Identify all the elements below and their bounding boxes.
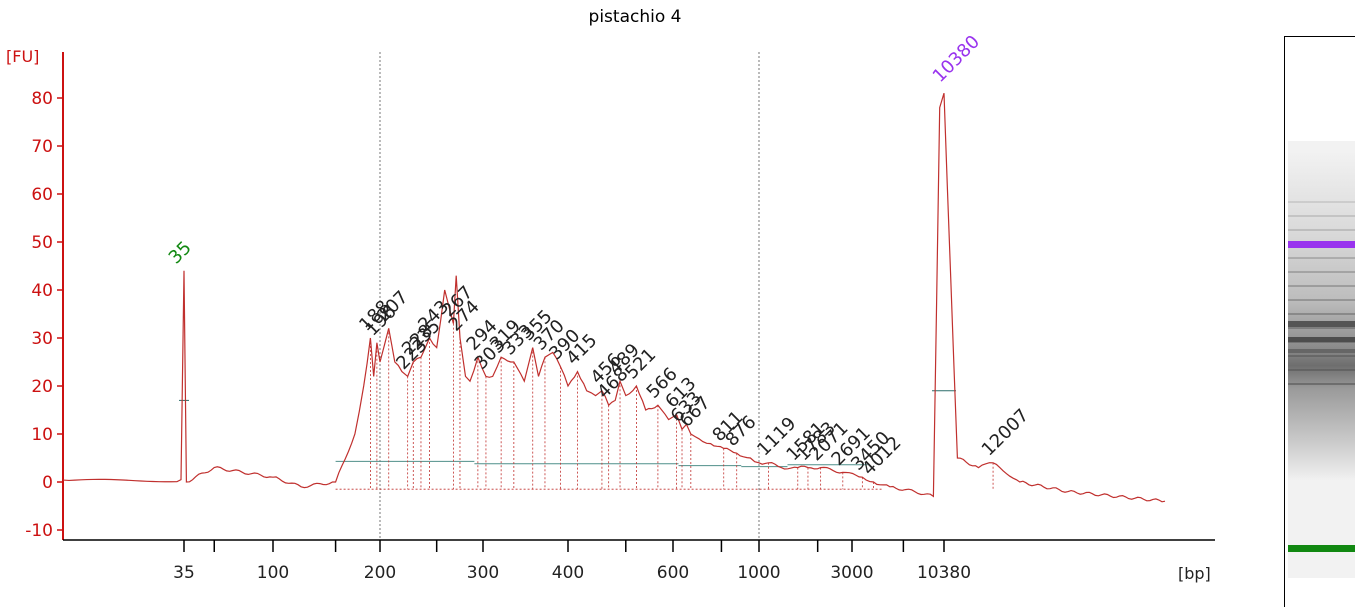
axes bbox=[62, 52, 1215, 541]
y-tick-label: 10 bbox=[31, 425, 53, 445]
x-tick-label: 35 bbox=[173, 563, 195, 583]
y-tick-label: 60 bbox=[31, 185, 53, 205]
gel-lane bbox=[1288, 141, 1355, 578]
chart-title: pistachio 4 bbox=[588, 7, 682, 27]
gel-band bbox=[1288, 327, 1355, 329]
gel-band bbox=[1288, 229, 1355, 231]
x-tick-label: 100 bbox=[257, 563, 289, 583]
lower-marker-band bbox=[1288, 545, 1355, 552]
x-tick-label: 3000 bbox=[830, 563, 873, 583]
y-tick-label: 40 bbox=[31, 281, 53, 301]
gel-band bbox=[1288, 337, 1355, 342]
gel-band bbox=[1288, 313, 1355, 315]
signal-trace bbox=[62, 93, 1166, 503]
lower-marker-label: 35 bbox=[165, 237, 196, 268]
y-axis-label: [FU] bbox=[6, 47, 39, 66]
x-tick-label: 400 bbox=[552, 563, 584, 583]
y-tick-label: 80 bbox=[31, 89, 53, 109]
x-tick-label: 10380 bbox=[917, 563, 971, 583]
x-tick-label: 200 bbox=[364, 563, 396, 583]
x-tick-label: 1000 bbox=[737, 563, 780, 583]
gel-band bbox=[1288, 341, 1355, 343]
gel-band bbox=[1288, 201, 1355, 203]
y-tick-label: 0 bbox=[42, 473, 53, 493]
gel-image bbox=[1284, 36, 1355, 607]
gel-band bbox=[1288, 369, 1355, 371]
gel-band bbox=[1288, 285, 1355, 287]
gel-band bbox=[1288, 215, 1355, 217]
gel-band bbox=[1288, 299, 1355, 301]
upper-marker-band bbox=[1288, 241, 1355, 248]
gel-band bbox=[1288, 349, 1355, 353]
gel-band bbox=[1288, 355, 1355, 357]
y-tick-label: -10 bbox=[25, 521, 53, 541]
electropherogram-chart: -10 0 10 20 30 40 50 60 70 80 35 100 200 300 400 600 10… bbox=[6, 31, 1215, 583]
y-tick-label: 70 bbox=[31, 137, 53, 157]
x-tick-label: 600 bbox=[657, 563, 689, 583]
y-tick-label: 20 bbox=[31, 377, 53, 397]
peak-labels: 1881962072232282352432672742943033193333… bbox=[165, 31, 1033, 479]
y-tick-label: 30 bbox=[31, 329, 53, 349]
gel-band bbox=[1288, 257, 1355, 259]
gel-band bbox=[1288, 321, 1355, 327]
gel-band bbox=[1288, 271, 1355, 273]
upper-marker-label: 10380 bbox=[929, 31, 984, 86]
peak-drop-lines bbox=[335, 323, 994, 490]
y-tick-label: 50 bbox=[31, 233, 53, 253]
gridlines bbox=[379, 52, 760, 540]
gel-smear bbox=[1288, 151, 1355, 481]
gel-band bbox=[1288, 383, 1355, 385]
x-axis-label: [bp] bbox=[1178, 564, 1211, 583]
peak-label: 12007 bbox=[978, 405, 1033, 460]
x-tick-label: 300 bbox=[467, 563, 499, 583]
x-axis-ticks: 35 100 200 300 400 600 1000 3000 10380 bbox=[173, 540, 971, 583]
y-axis-ticks: -10 0 10 20 30 40 50 60 70 80 bbox=[25, 89, 63, 541]
